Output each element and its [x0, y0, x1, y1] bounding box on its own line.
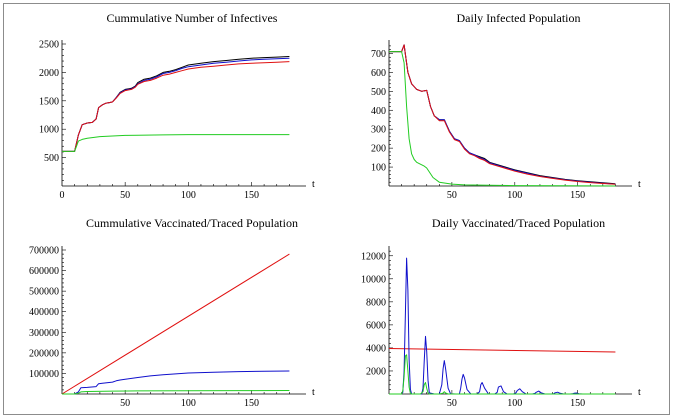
y-tick-label: 8000: [366, 297, 386, 308]
y-tick-label: 2000: [366, 366, 386, 377]
y-tick-label: 6000: [366, 320, 386, 331]
figure-frame: [3, 3, 670, 415]
y-tick-label: 600000: [29, 266, 59, 277]
x-tick-label: 50: [447, 190, 457, 201]
x-tick-label: 100: [507, 190, 522, 201]
y-tick-label: 500: [44, 153, 59, 164]
series-line-green: [62, 390, 290, 395]
series-line-green: [389, 51, 616, 187]
x-tick-label: 100: [507, 398, 522, 409]
y-tick-label: 100: [371, 163, 386, 174]
x-axis-label: t: [312, 179, 315, 190]
x-axis-label: t: [638, 387, 641, 398]
y-tick-label: 700: [371, 49, 386, 60]
series-line-red: [62, 61, 290, 152]
x-tick-label: 150: [244, 398, 259, 409]
y-tick-label: 300: [371, 125, 386, 136]
y-tick-label: 2000: [39, 68, 59, 79]
chart-title: Daily Vaccinated/Traced Population: [432, 216, 605, 230]
y-tick-label: 4000: [366, 343, 386, 354]
y-tick-label: 100000: [29, 369, 59, 380]
chart-title: Daily Infected Population: [457, 11, 581, 25]
y-tick-label: 400: [371, 106, 386, 117]
chart-panel-2: Daily Infected Population 50 100 150 100 200 3…: [371, 11, 641, 201]
series-line-green: [389, 354, 616, 395]
x-tick-label: 50: [120, 190, 130, 201]
series-line-blue: [389, 257, 616, 395]
chart-panel-3: Cummulative Vaccinated/Traced Population…: [29, 216, 315, 409]
x-tick-label: 150: [570, 398, 585, 409]
series-line-red: [61, 253, 290, 395]
series-line-blue: [389, 44, 616, 185]
x-tick-label: 100: [181, 190, 196, 201]
series-line-green: [62, 134, 290, 152]
chart-panel-1: Cummulative Number of Infectives 0 50 100 15…: [39, 11, 315, 201]
y-tick-label: 2500: [39, 40, 59, 51]
x-tick-label: 150: [244, 190, 259, 201]
y-tick-label: 600: [371, 68, 386, 79]
y-tick-label: 10000: [361, 274, 386, 285]
x-tick-label: 0: [60, 190, 65, 201]
series-line-black: [389, 44, 616, 185]
y-tick-label: 500000: [29, 287, 59, 298]
y-tick-label: 500: [371, 87, 386, 98]
y-tick-label: 200: [371, 144, 386, 155]
y-tick-label: 1000: [39, 125, 59, 136]
x-tick-label: 100: [181, 398, 196, 409]
series-line-blue: [62, 370, 290, 395]
chart-title: Cummulative Vaccinated/Traced Population: [86, 216, 298, 230]
y-tick-label: 300000: [29, 328, 59, 339]
y-tick-label: 200000: [29, 348, 59, 359]
y-tick-label: 1500: [39, 96, 59, 107]
x-tick-label: 150: [570, 190, 585, 201]
x-axis-label: t: [312, 387, 315, 398]
y-tick-label: 12000: [361, 251, 386, 262]
chart-panel-4: Daily Vaccinated/Traced Population 50 100 1…: [361, 216, 641, 409]
series-line-red: [389, 44, 616, 185]
x-axis-label: t: [638, 179, 641, 190]
chart-title: Cummulative Number of Infectives: [107, 11, 278, 25]
y-tick-label: 700000: [29, 246, 59, 257]
x-tick-label: 50: [447, 398, 457, 409]
series-line-red: [388, 348, 616, 353]
x-tick-label: 50: [120, 398, 130, 409]
y-tick-label: 400000: [29, 307, 59, 318]
